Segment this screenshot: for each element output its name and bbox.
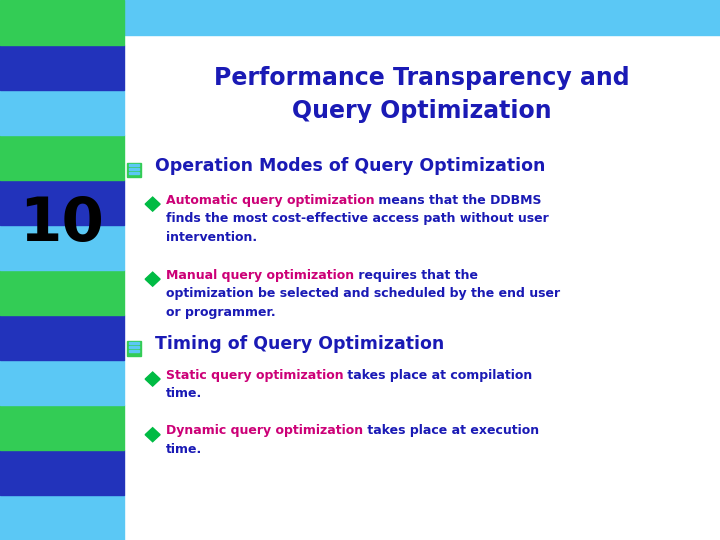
Bar	[0, 495, 124, 540]
Bar	[129, 164, 140, 166]
Text: Manual query optimization: Manual query optimization	[166, 269, 354, 282]
Bar	[129, 346, 140, 348]
Text: time.: time.	[166, 443, 202, 456]
Text: Static query optimization: Static query optimization	[166, 369, 343, 382]
Bar	[0, 450, 124, 495]
Bar	[0, 135, 124, 180]
Bar	[0, 0, 720, 35]
Bar	[0, 180, 124, 225]
Bar	[0, 45, 124, 90]
Text: takes place at compilation: takes place at compilation	[343, 369, 533, 382]
Bar	[129, 168, 140, 170]
Bar	[0, 315, 124, 360]
Text: Operation Modes of Query Optimization: Operation Modes of Query Optimization	[155, 157, 545, 175]
Text: takes place at execution: takes place at execution	[363, 424, 539, 437]
Bar	[127, 341, 141, 355]
Bar	[0, 270, 124, 315]
Text: 10: 10	[19, 194, 104, 254]
Text: Performance Transparency and: Performance Transparency and	[214, 66, 630, 90]
Text: time.: time.	[166, 387, 202, 400]
Text: Timing of Query Optimization: Timing of Query Optimization	[155, 335, 444, 353]
Polygon shape	[145, 372, 160, 386]
Text: finds the most cost-effective access path without user: finds the most cost-effective access pat…	[166, 212, 549, 225]
Polygon shape	[145, 428, 160, 442]
Text: Automatic query optimization: Automatic query optimization	[166, 194, 374, 207]
Bar	[129, 350, 140, 352]
Text: Dynamic query optimization: Dynamic query optimization	[166, 424, 363, 437]
Bar	[0, 360, 124, 405]
Text: intervention.: intervention.	[166, 231, 257, 244]
Bar	[0, 405, 124, 450]
Text: requires that the: requires that the	[354, 269, 478, 282]
Polygon shape	[145, 197, 160, 211]
Bar	[0, 0, 124, 45]
Bar	[129, 172, 140, 174]
Polygon shape	[145, 272, 160, 286]
Bar	[127, 163, 141, 177]
Bar	[129, 342, 140, 345]
Text: Query Optimization: Query Optimization	[292, 99, 552, 123]
Bar	[0, 225, 124, 270]
Text: or programmer.: or programmer.	[166, 306, 275, 319]
Text: means that the DDBMS: means that the DDBMS	[374, 194, 541, 207]
Bar	[0, 90, 124, 135]
Text: optimization be selected and scheduled by the end user: optimization be selected and scheduled b…	[166, 287, 559, 300]
